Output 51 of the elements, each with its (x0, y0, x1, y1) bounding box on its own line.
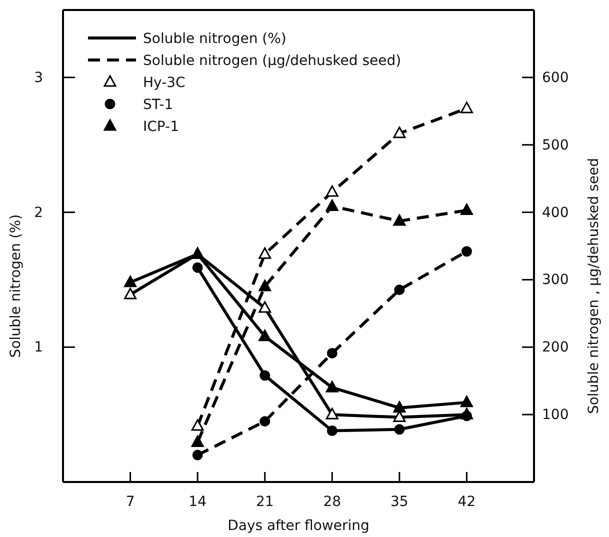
y-tick-label: 3 (34, 70, 43, 86)
y-tick-label: 1 (34, 340, 43, 356)
point (326, 408, 338, 420)
point (461, 410, 472, 422)
point (191, 435, 204, 447)
point (460, 204, 473, 216)
x-tick-label: 7 (126, 494, 135, 510)
point (460, 396, 473, 408)
x-tick-label: 28 (323, 494, 342, 510)
point (192, 262, 203, 273)
legend-label: ST-1 (143, 97, 174, 113)
point (394, 424, 405, 435)
y-tick-label: 2 (34, 204, 43, 221)
legend-label: ICP-1 (143, 119, 179, 135)
point (326, 199, 338, 211)
point (393, 126, 406, 138)
point (192, 450, 203, 460)
point (258, 280, 272, 292)
point (326, 426, 338, 436)
point (258, 330, 272, 342)
point (258, 247, 272, 259)
point (124, 276, 137, 288)
point (394, 284, 405, 296)
legend-label: Hy-3C (143, 75, 186, 91)
y-axis-title: Soluble nitrogen (%) (8, 214, 24, 358)
point (124, 288, 137, 300)
annotation: Soluble nitrogen (µg/dehusked seed) (143, 53, 402, 69)
x-tick-label: 42 (458, 494, 476, 510)
point (260, 370, 270, 381)
y2-tick-label: 100 (542, 407, 569, 424)
point (191, 419, 204, 431)
point (393, 214, 406, 226)
point (326, 185, 338, 197)
point (258, 301, 272, 313)
annotation: Soluble nitrogen (%) (143, 31, 286, 47)
point (326, 348, 338, 358)
point (461, 246, 472, 257)
y2-tick-label: 300 (542, 272, 569, 288)
x-axis-title: Days after flowering (228, 518, 370, 534)
point (393, 401, 406, 413)
y2-tick-label: 400 (542, 204, 569, 221)
y2-tick-label: 600 (542, 70, 569, 86)
y2-tick-label: 200 (542, 340, 569, 356)
x-tick-label: 21 (256, 494, 274, 510)
y2-axis-title: Soluble nitrogen , µg/dehusked seed (586, 158, 602, 414)
x-tick-label: 14 (188, 494, 207, 510)
point (326, 380, 338, 392)
point (260, 416, 270, 427)
y2-tick-label: 500 (542, 137, 569, 154)
x-tick-label: 35 (390, 494, 408, 510)
point (460, 102, 473, 114)
